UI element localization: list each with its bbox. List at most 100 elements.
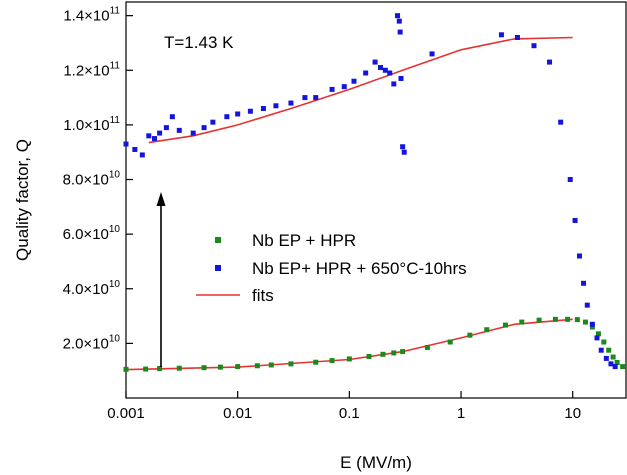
y-axis: 2.0×1010 4.0×1010 6.0×1010 8.0×1010 1.0×1011…	[63, 6, 133, 352]
y-tick-label: 4.0×1010	[63, 279, 121, 298]
blue-point	[603, 355, 609, 361]
legend-marker-swatch	[215, 265, 221, 271]
blue-point	[401, 149, 407, 155]
y-tick-label: 6.0×1010	[63, 224, 121, 243]
green-point	[143, 366, 149, 372]
blue-point	[163, 125, 169, 131]
blue-point	[247, 108, 253, 114]
y-tick-label: 1.0×1011	[63, 115, 120, 134]
legend-item-nb-ep-hpr-650c: Nb EP+ HPR + 650°C-10hrs	[215, 259, 467, 278]
blue-point	[397, 29, 403, 35]
blue-point	[514, 35, 520, 41]
blue-point	[210, 119, 216, 125]
green-point	[380, 351, 386, 357]
blue-point	[363, 70, 369, 76]
blue-point	[224, 114, 230, 120]
fit-line-1	[148, 36, 573, 144]
green-point	[536, 317, 542, 323]
legend: Nb EP + HPR Nb EP+ HPR + 650°C-10hrs fits	[196, 231, 467, 305]
legend-marker-swatch	[215, 237, 221, 243]
green-point	[552, 316, 558, 322]
green-point	[519, 319, 525, 325]
blue-point	[572, 217, 578, 223]
blue-point	[152, 136, 158, 142]
blue-point	[594, 335, 600, 341]
blue-point	[395, 13, 401, 19]
y-tick-label: 1.2×1011	[63, 60, 120, 79]
blue-point	[372, 59, 378, 65]
blue-point	[498, 32, 504, 38]
blue-point	[429, 51, 435, 57]
green-point	[329, 358, 335, 364]
blue-point	[329, 86, 335, 92]
blue-point	[201, 125, 207, 131]
legend-label: Nb EP + HPR	[252, 231, 356, 250]
green-point	[176, 365, 182, 371]
blue-point	[567, 177, 573, 183]
green-point	[589, 324, 595, 330]
blue-point	[235, 111, 241, 117]
green-point	[601, 339, 607, 345]
x-tick-label: 10	[564, 405, 581, 422]
blue-point	[302, 95, 308, 101]
blue-point	[400, 144, 406, 150]
green-point	[400, 349, 406, 355]
green-point	[610, 354, 616, 360]
blue-point	[157, 130, 163, 136]
blue-point	[598, 347, 604, 353]
green-point	[201, 365, 207, 371]
green-point	[157, 366, 163, 372]
legend-item-nb-ep-hpr: Nb EP + HPR	[215, 231, 356, 250]
blue-point	[547, 59, 553, 65]
blue-point	[146, 133, 152, 139]
blue-point	[260, 106, 266, 112]
blue-point	[273, 103, 279, 109]
blue-point	[581, 280, 587, 286]
green-point	[346, 356, 352, 362]
blue-point	[288, 100, 294, 106]
blue-point	[377, 65, 383, 71]
green-point	[391, 350, 397, 356]
green-point	[620, 364, 626, 370]
x-tick-label: 1	[457, 405, 465, 422]
green-point	[313, 359, 319, 365]
green-point	[502, 322, 508, 328]
plot-area	[125, 1, 627, 399]
green-point	[582, 319, 588, 325]
blue-point	[576, 253, 582, 259]
green-point	[288, 361, 294, 367]
y-tick-label: 8.0×1010	[63, 170, 121, 189]
y-axis-label: Quality factor, Q	[13, 139, 32, 261]
blue-point	[313, 95, 319, 101]
blue-point	[387, 70, 393, 76]
green-point	[614, 359, 620, 365]
blue-point	[341, 84, 347, 90]
blue-point	[176, 127, 182, 133]
blue-point	[139, 152, 145, 158]
green-point	[235, 364, 241, 370]
x-tick-label: 0.001	[107, 405, 145, 422]
x-tick-label: 0.01	[223, 405, 252, 422]
blue-point	[391, 81, 397, 87]
temperature-annotation: T=1.43 K	[164, 33, 234, 52]
green-point	[424, 344, 430, 350]
blue-point	[190, 130, 196, 136]
arrow-head	[156, 192, 166, 206]
blue-point	[612, 364, 618, 370]
x-axis-label: E (MV/m)	[340, 453, 412, 472]
blue-point	[531, 43, 537, 49]
blue-point	[132, 146, 138, 152]
blue-point	[589, 321, 595, 327]
green-point	[254, 363, 260, 369]
legend-label: Nb EP+ HPR + 650°C-10hrs	[252, 259, 467, 278]
blue-point	[608, 361, 614, 367]
green-point	[366, 353, 372, 359]
blue-point	[584, 302, 590, 308]
green-point	[595, 331, 601, 337]
markers	[123, 13, 626, 372]
blue-point	[382, 67, 388, 73]
y-tick-label: 1.4×1011	[63, 6, 120, 25]
green-point	[565, 316, 571, 322]
green-point	[123, 366, 129, 372]
